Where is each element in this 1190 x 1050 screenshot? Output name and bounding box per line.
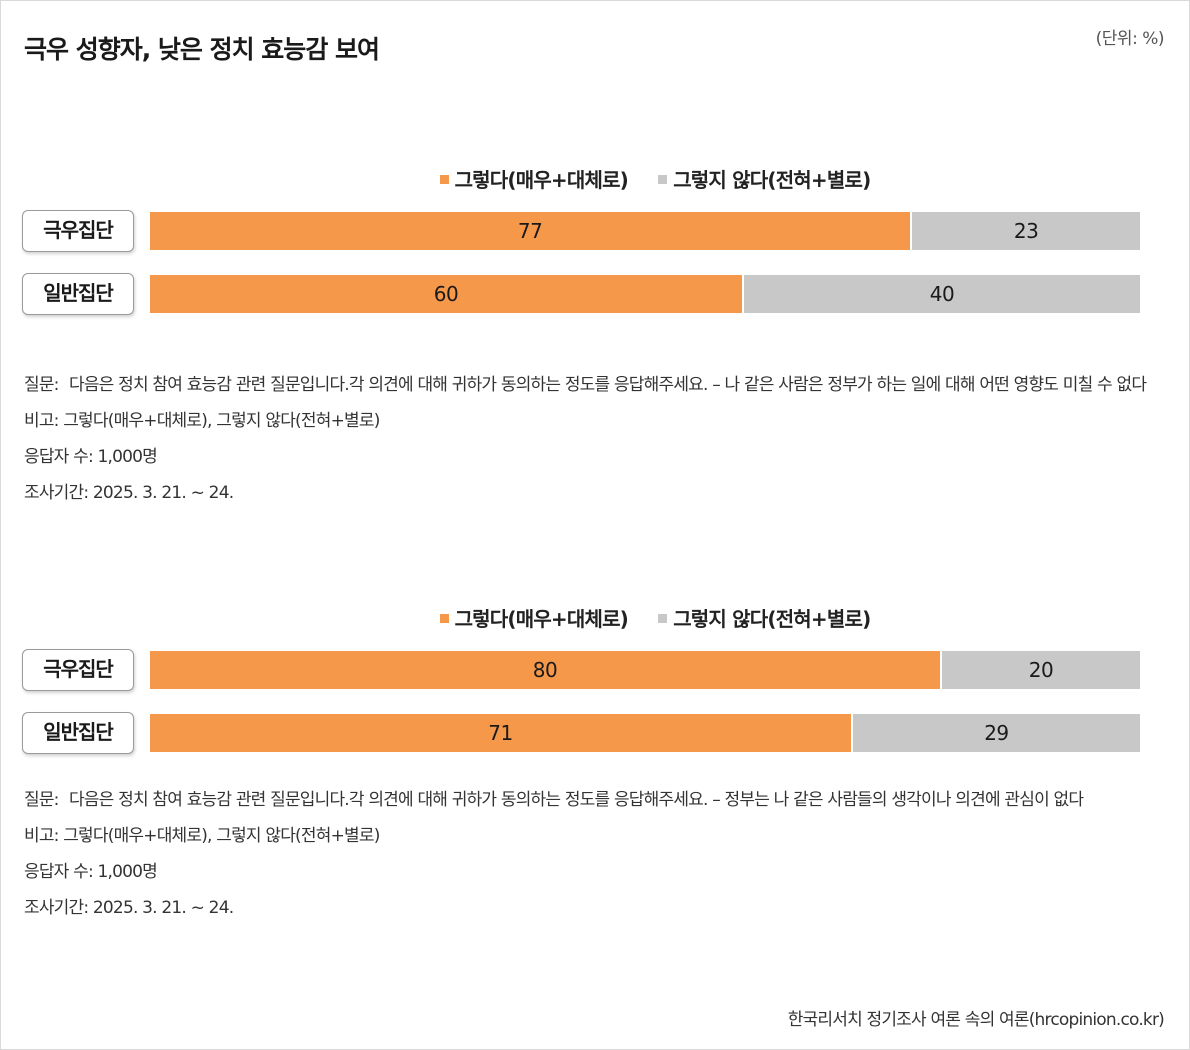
legend-item-disagree: 그렇지 않다(전혀+별로) <box>658 164 871 193</box>
chart-2: 극우집단 80 20 일반집단 71 29 <box>0 647 1190 767</box>
legend-label-agree: 그렇다(매우+대체로) <box>454 607 629 631</box>
page-title: 극우 성향자, 낮은 정치 효능감 보여 <box>24 35 380 64</box>
chart-1-notes: 질문: 다음은 정치 참여 효능감 관련 질문입니다.각 의견에 대해 귀하가 … <box>24 373 1154 506</box>
question-label: 질문: <box>24 790 59 810</box>
remark-text: 비고: 그렇다(매우+대체로), 그렇지 않다(전혀+별로) <box>24 826 380 846</box>
bar-track: 60 40 <box>150 275 1140 313</box>
legend-label-agree: 그렇다(매우+대체로) <box>454 168 629 192</box>
question-text: 다음은 정치 참여 효능감 관련 질문입니다.각 의견에 대해 귀하가 동의하는… <box>69 790 1084 810</box>
bar-segment-disagree: 23 <box>912 212 1140 250</box>
legend-item-agree: 그렇다(매우+대체로) <box>439 603 629 632</box>
chart-1-legend: 그렇다(매우+대체로) 그렇지 않다(전혀+별로) <box>0 164 1190 193</box>
legend-swatch-disagree <box>658 614 668 623</box>
bar-track: 77 23 <box>150 212 1140 250</box>
remark-text: 비고: 그렇다(매우+대체로), 그렇지 않다(전혀+별로) <box>24 411 380 431</box>
bar-segment-agree: 60 <box>150 275 744 313</box>
legend-swatch-agree <box>439 614 449 623</box>
bar-segment-disagree: 20 <box>942 651 1140 689</box>
bar-segment-disagree: 29 <box>852 714 1140 752</box>
chart-2-notes: 질문: 다음은 정치 참여 효능감 관련 질문입니다.각 의견에 대해 귀하가 … <box>24 788 1154 921</box>
legend-swatch-disagree <box>658 175 668 184</box>
chart-1: 극우집단 77 23 일반집단 60 40 <box>0 208 1190 328</box>
bar-segment-disagree: 40 <box>744 275 1140 313</box>
legend-label-disagree: 그렇지 않다(전혀+별로) <box>673 607 871 631</box>
period-text: 조사기간: 2025. 3. 21. ~ 24. <box>24 483 234 503</box>
question-label: 질문: <box>24 375 59 395</box>
bar-segment-agree: 80 <box>150 651 942 689</box>
legend-swatch-agree <box>439 175 449 184</box>
category-label: 일반집단 <box>22 273 134 315</box>
question-block: 질문: 다음은 정치 참여 효능감 관련 질문입니다.각 의견에 대해 귀하가 … <box>24 788 1154 813</box>
category-label: 극우집단 <box>22 649 134 691</box>
question-block: 질문: 다음은 정치 참여 효능감 관련 질문입니다.각 의견에 대해 귀하가 … <box>24 373 1154 398</box>
bar-track: 71 29 <box>150 714 1140 752</box>
unit-label: (단위: %) <box>1095 29 1165 49</box>
bar-segment-agree: 77 <box>150 212 913 250</box>
bar-track: 80 20 <box>150 651 1140 689</box>
chart-2-legend: 그렇다(매우+대체로) 그렇지 않다(전혀+별로) <box>0 603 1190 632</box>
source-credit: 한국리서치 정기조사 여론 속의 여론(hrcopinion.co.kr) <box>787 1010 1165 1030</box>
legend-item-disagree: 그렇지 않다(전혀+별로) <box>658 603 871 632</box>
bar-segment-agree: 71 <box>150 714 853 752</box>
period-text: 조사기간: 2025. 3. 21. ~ 24. <box>24 898 234 918</box>
respondents-text: 응답자 수: 1,000명 <box>24 862 158 882</box>
legend-label-disagree: 그렇지 않다(전혀+별로) <box>673 168 871 192</box>
respondents-text: 응답자 수: 1,000명 <box>24 447 158 467</box>
question-text: 다음은 정치 참여 효능감 관련 질문입니다.각 의견에 대해 귀하가 동의하는… <box>69 375 1147 395</box>
category-label: 일반집단 <box>22 712 134 754</box>
legend-item-agree: 그렇다(매우+대체로) <box>439 164 629 193</box>
category-label: 극우집단 <box>22 210 134 252</box>
